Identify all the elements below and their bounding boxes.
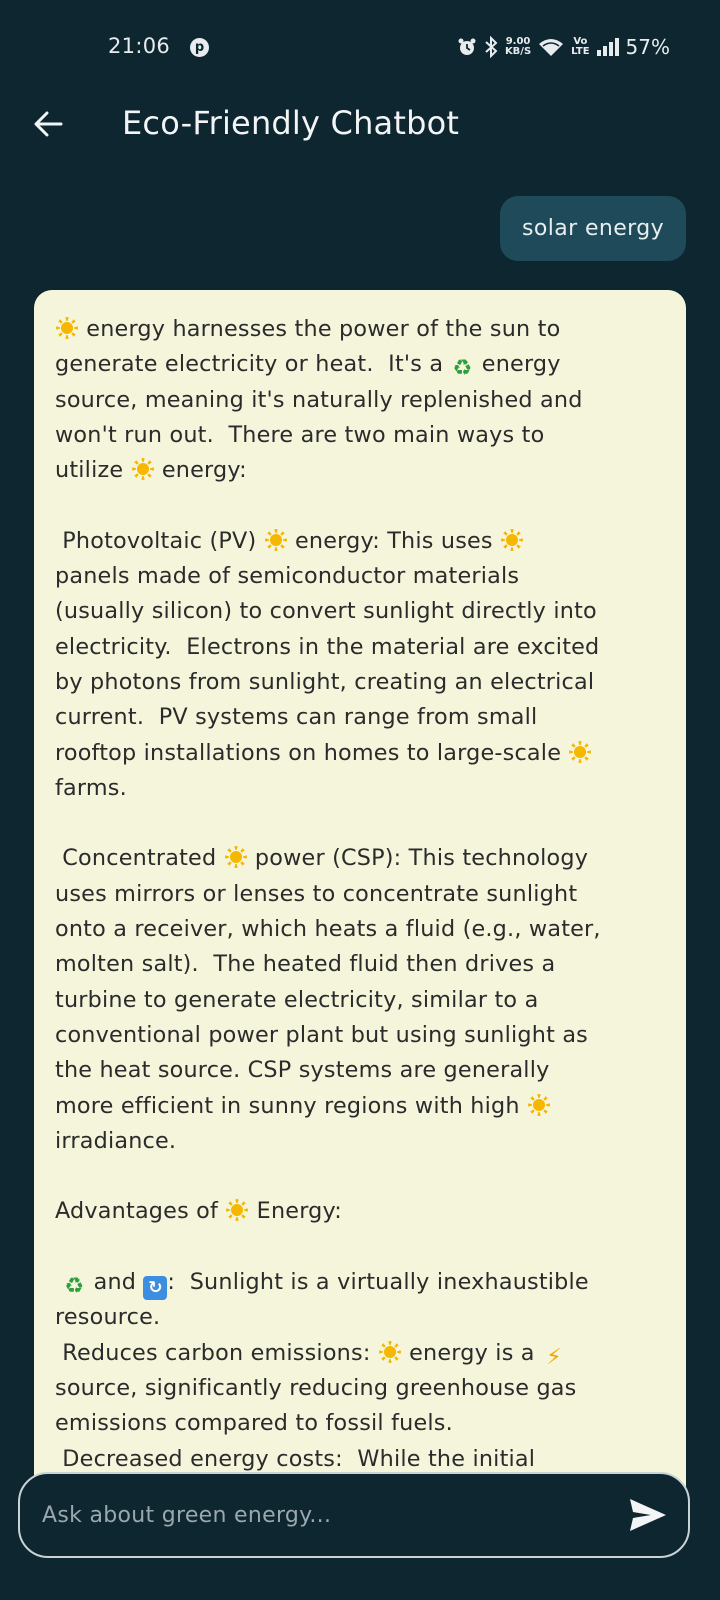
bot-message-line [55, 806, 666, 841]
lightning-emoji-icon: ⚡ [546, 1344, 562, 1370]
bot-message-line: Reduces carbon emissions: energy is a ⚡ [55, 1336, 666, 1371]
send-button[interactable] [626, 1493, 670, 1537]
sun-emoji-icon [224, 845, 248, 869]
app-bar: Eco-Friendly Chatbot [0, 96, 720, 192]
net-speed: 9.00 KB/S [504, 36, 532, 57]
bot-message-line: molten salt). The heated fluid then driv… [55, 951, 556, 978]
battery-level: 57% [625, 35, 670, 59]
bot-message-line: generate electricity or heat. It's a ♻ e… [55, 351, 561, 382]
sun-emoji-icon [225, 1198, 249, 1222]
bot-message-line: more efficient in sunny regions with hig… [55, 1089, 666, 1124]
status-time: 21:06 [108, 34, 171, 58]
sun-emoji-icon [131, 457, 155, 481]
sun-emoji-icon [527, 1093, 551, 1117]
bot-message-line: uses mirrors or lenses to concentrate su… [55, 880, 578, 907]
sun-emoji-icon [264, 528, 288, 552]
volte-indicator: Vo LTE [571, 36, 590, 57]
sun-emoji-icon [568, 740, 592, 764]
sun-emoji-icon [378, 1340, 402, 1364]
sun-emoji-icon [55, 316, 79, 340]
bot-message-line: energy harnesses the power of the sun to [55, 312, 666, 347]
recycle-emoji-icon: ♻ [64, 1274, 85, 1300]
bot-message-bubble: energy harnesses the power of the sun to… [34, 290, 686, 1490]
bot-message-line: (usually silicon) to convert sunlight di… [55, 598, 597, 625]
wifi-icon [539, 39, 564, 56]
bot-message-text: energy harnesses the power of the sun to… [55, 312, 666, 1477]
message-composer [18, 1472, 690, 1558]
bot-message-line: farms. [55, 774, 127, 801]
user-message-text: solar energy [521, 216, 664, 241]
bot-message-line: emissions compared to fossil fuels. [55, 1410, 453, 1437]
bot-message-line: rooftop installations on homes to large-… [55, 736, 666, 771]
arrow-left-icon [34, 111, 63, 137]
user-message-bubble: solar energy [499, 196, 686, 261]
bot-message-line: panels made of semiconductor materials [55, 563, 520, 590]
back-button[interactable] [26, 96, 70, 152]
bot-message-line: irradiance. [55, 1127, 177, 1154]
alarm-icon [458, 38, 476, 55]
bot-message-line: onto a receiver, which heats a fluid (e.… [55, 916, 601, 943]
recycle-emoji-icon: ♻ [452, 356, 473, 382]
status-bar: 21:06 p 9.00 KB/S Vo LTE 57% [0, 0, 720, 96]
bot-message-line: utilize energy: [55, 457, 247, 484]
bot-message-line [55, 1159, 666, 1194]
bot-message-line: turbine to generate electricity, similar… [55, 986, 539, 1013]
bot-message-line: the heat source. CSP systems are general… [55, 1057, 550, 1084]
bot-message-line: by photons from sunlight, creating an el… [55, 668, 595, 695]
bot-message-line: electricity. Electrons in the material a… [55, 633, 600, 660]
bot-message-line: Advantages of Energy: [55, 1198, 343, 1225]
bot-message-line: ♻ and ↻: Sunlight is a virtually inexhau… [55, 1265, 666, 1301]
bot-message-line: current. PV systems can range from small [55, 704, 538, 731]
pinterest-notification-icon: p [190, 38, 209, 57]
bot-message-line: Decreased energy costs: While the initia… [55, 1445, 536, 1472]
send-icon [630, 1499, 666, 1531]
repeat-emoji-icon: ↻ [143, 1276, 168, 1301]
message-input[interactable] [42, 1474, 602, 1556]
bot-message-line: resource. [55, 1304, 161, 1331]
sun-emoji-icon [500, 528, 524, 552]
bot-message-line: Concentrated power (CSP): This technolog… [55, 845, 589, 872]
signal-icon [596, 38, 619, 56]
bot-message-line [55, 1230, 666, 1265]
bot-message-line: conventional power plant but using sunli… [55, 1021, 589, 1048]
status-icons: 9.00 KB/S Vo LTE 57% [457, 32, 670, 62]
page-title: Eco-Friendly Chatbot [122, 104, 460, 142]
bot-message-line: Photovoltaic (PV) energy: This uses [55, 524, 666, 559]
bluetooth-icon [485, 36, 498, 58]
bot-message-line: source, significantly reducing greenhous… [55, 1374, 577, 1401]
bot-message-line: source, meaning it's naturally replenish… [55, 386, 583, 413]
bot-message-line: won't run out. There are two main ways t… [55, 421, 545, 448]
bot-message-line [55, 488, 666, 523]
